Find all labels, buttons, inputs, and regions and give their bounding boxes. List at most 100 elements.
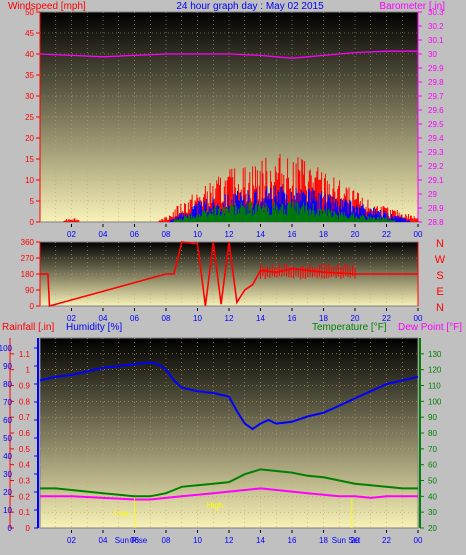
windspeed-tick-label: 15 <box>25 155 34 164</box>
windspeed-axis: 0 5 10 15 20 25 30 35 40 45 50 <box>25 8 41 227</box>
barometer-tick-label: 28.9 <box>428 204 444 213</box>
x-tick-label: 14 <box>256 230 265 239</box>
x-tick-label: 02 <box>67 536 76 545</box>
humidity-axis-label: Humidity [%] <box>66 322 122 333</box>
humidity-tick-label: 20 <box>3 488 12 497</box>
temperature-tick-label: 120 <box>428 366 442 375</box>
direction-tick-label: 180 <box>21 270 35 279</box>
windspeed-tick-label: 35 <box>25 71 34 80</box>
humidity-tick-label: 10 <box>3 506 12 515</box>
temperature-tick-label: 70 <box>428 445 437 454</box>
humidity-tick-label: 50 <box>3 434 12 443</box>
x-tick-label: 06 <box>130 314 139 323</box>
x-tick-label: 18 <box>319 536 328 545</box>
dewpoint-line <box>40 487 418 501</box>
rainfall-tick-label: 0.4 <box>19 461 31 470</box>
x-tick-label: 06 <box>130 536 139 545</box>
direction-time-axis: 02 04 06 08 10 12 14 16 18 20 22 00 <box>67 308 423 323</box>
x-tick-label: 18 <box>319 314 328 323</box>
windspeed-tick-label: 5 <box>30 197 35 206</box>
wind-time-axis: 02 04 06 08 10 12 14 16 18 20 22 00 <box>67 224 423 239</box>
x-tick-label: 16 <box>288 230 297 239</box>
barometer-tick-label: 29.6 <box>428 106 444 115</box>
x-tick-label: 08 <box>162 536 171 545</box>
direction-tick-label: 0 <box>30 302 35 311</box>
barometer-tick-label: 30.1 <box>428 36 444 45</box>
barometer-tick-label: 29.8 <box>428 78 444 87</box>
humidity-tick-label: 80 <box>3 380 12 389</box>
temperature-tick-label: 130 <box>428 350 442 359</box>
rainfall-tick-label: 1.1 <box>19 350 31 359</box>
rainfall-axis-label: Rainfall [.in] <box>2 322 54 333</box>
x-tick-label: 22 <box>382 536 391 545</box>
windspeed-axis-label: Windspeed [mph] <box>8 1 86 12</box>
temperature-tick-label: 50 <box>428 477 437 486</box>
x-tick-label: 14 <box>256 314 265 323</box>
x-tick-label: 00 <box>414 536 423 545</box>
humidity-tick-label: 60 <box>3 416 12 425</box>
chart-title: 24 hour graph day : May 02 2015 <box>176 1 324 12</box>
barometer-tick-label: 29.4 <box>428 134 444 143</box>
rainfall-tick-label: 0.8 <box>19 397 31 406</box>
x-tick-label: 02 <box>67 230 76 239</box>
x-tick-label: 04 <box>99 230 108 239</box>
compass-tick-label: E <box>436 286 443 298</box>
rainfall-tick-label: 0.6 <box>19 429 31 438</box>
windspeed-tick-label: 40 <box>25 50 34 59</box>
x-tick-label: 04 <box>99 314 108 323</box>
temperature-axis-label: Temperature [°F] <box>312 322 387 333</box>
barometer-tick-label: 29.5 <box>428 120 444 129</box>
barometer-tick-label: 29.2 <box>428 162 444 171</box>
x-tick-label: 06 <box>130 230 139 239</box>
temp-low-label: Low <box>115 509 130 518</box>
rainfall-axis: 0 0.1 0.2 0.3 0.4 0.5 0.6 0.7 0.8 0.9 1 1.1 <box>9 338 31 533</box>
windspeed-tick-label: 25 <box>25 113 34 122</box>
sunset-label: Sun Set <box>332 536 361 545</box>
barometer-tick-label: 29.7 <box>428 92 444 101</box>
humidity-line <box>39 361 419 431</box>
wind-panel-grid <box>40 12 418 222</box>
barometer-tick-label: 29.9 <box>428 64 444 73</box>
windspeed-tick-label: 50 <box>25 8 34 17</box>
barometer-tick-label: 29 <box>428 190 437 199</box>
annotations: Sun Rise Sun Set Low High <box>115 501 361 545</box>
x-tick-label: 20 <box>351 230 360 239</box>
temperature-line <box>40 468 418 498</box>
rainfall-tick-label: 1 <box>26 366 31 375</box>
compass-tick-label: W <box>435 254 446 266</box>
barometer-axis: 28.8 28.9 29 29.1 29.2 29.3 29.4 29.5 29.6 29.7 29… <box>417 8 444 227</box>
windspeed-tick-label: 30 <box>25 92 34 101</box>
temperature-tick-label: 40 <box>428 492 437 501</box>
humidity-tick-label: 40 <box>3 452 12 461</box>
barometer-tick-label: 30 <box>428 50 437 59</box>
windspeed-tick-label: 45 <box>25 29 34 38</box>
temperature-tick-label: 80 <box>428 429 437 438</box>
wind-series <box>39 50 419 222</box>
barometer-tick-label: 28.8 <box>428 218 444 227</box>
x-tick-label: 08 <box>162 230 171 239</box>
rainfall-tick-label: 0.7 <box>19 413 31 422</box>
barometer-tick-label: 29.1 <box>428 176 444 185</box>
x-tick-label: 22 <box>382 314 391 323</box>
barometer-axis-label: Barometer [.in] <box>379 1 445 12</box>
x-tick-label: 00 <box>414 314 423 323</box>
humidity-tick-label: 70 <box>3 398 12 407</box>
rainfall-tick-label: 0 <box>26 524 31 533</box>
x-tick-label: 22 <box>382 230 391 239</box>
humidity-tick-label: 100 <box>0 344 13 353</box>
x-tick-label: 20 <box>351 314 360 323</box>
direction-tick-label: 360 <box>21 238 35 247</box>
x-tick-label: 00 <box>414 230 423 239</box>
x-tick-label: 12 <box>225 536 234 545</box>
humidity-tick-label: 90 <box>3 362 12 371</box>
x-tick-label: 10 <box>193 230 202 239</box>
humidity-tick-label: 30 <box>3 470 12 479</box>
humidity-tick-label: 0 <box>8 524 13 533</box>
x-tick-label: 08 <box>162 314 171 323</box>
windspeed-tick-label: 0 <box>30 218 35 227</box>
x-tick-label: 16 <box>288 314 297 323</box>
barometer-line <box>39 50 418 59</box>
x-tick-label: 20 <box>351 536 360 545</box>
direction-series <box>40 241 418 308</box>
